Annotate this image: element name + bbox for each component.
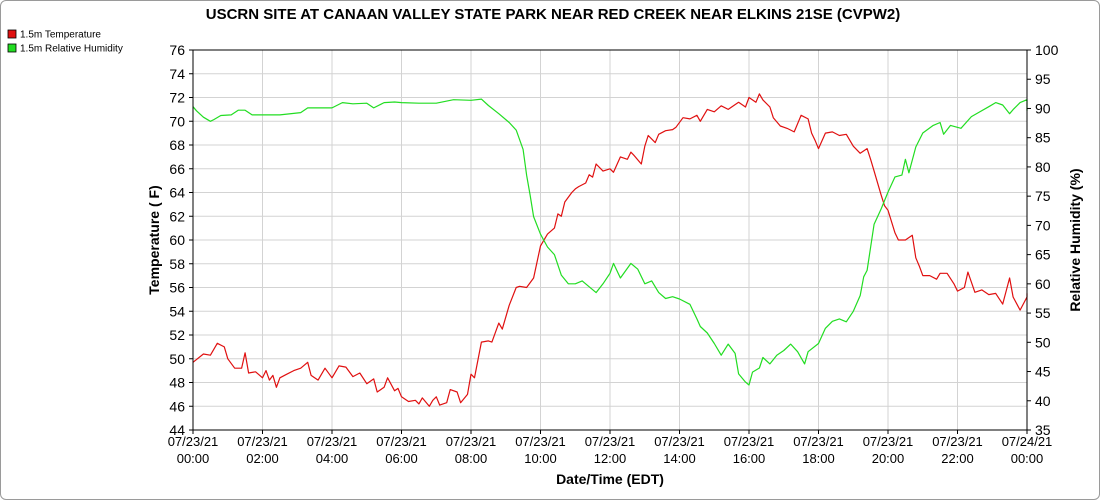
x-tick-label-time: 00:00	[177, 451, 210, 466]
legend-swatch-humidity	[7, 43, 17, 53]
y-tick-label-right: 75	[1035, 188, 1051, 204]
y-tick-label-right: 80	[1035, 159, 1051, 175]
y-tick-label-left: 58	[169, 256, 185, 272]
series-layer	[192, 93, 1028, 407]
x-tick-label-date: 07/23/21	[168, 434, 219, 449]
y-tick-label-left: 72	[169, 90, 185, 106]
y-tick-label-right: 55	[1035, 305, 1051, 321]
x-tick-label-date: 07/23/21	[446, 434, 497, 449]
x-tick-label-time: 18:00	[802, 451, 835, 466]
x-tick-label-time: 16:00	[733, 451, 766, 466]
x-tick-label-time: 04:00	[316, 451, 349, 466]
y-tick-label-right: 65	[1035, 247, 1051, 263]
y-tick-label-left: 60	[169, 232, 185, 248]
legend-label-temperature: 1.5m Temperature	[20, 30, 101, 41]
y-tick-label-left: 46	[169, 398, 185, 414]
x-tick-label-time: 06:00	[385, 451, 418, 466]
x-axis-label: Date/Time (EDT)	[556, 471, 664, 487]
legend-label-humidity: 1.5m Relative Humidity	[20, 44, 123, 55]
y-tick-label-left: 64	[169, 185, 185, 201]
legend-swatch-temperature	[7, 29, 17, 39]
y-tick-label-left: 52	[169, 327, 185, 343]
x-tick-label-date: 07/23/21	[863, 434, 914, 449]
x-tick-label-date: 07/23/21	[237, 434, 288, 449]
y-tick-label-right: 35	[1035, 422, 1051, 438]
y-tick-label-left: 56	[169, 280, 185, 296]
x-tick-label-time: 14:00	[663, 451, 696, 466]
y-tick-label-left: 50	[169, 351, 185, 367]
x-tick-label-date: 07/23/21	[654, 434, 705, 449]
x-tick-label-time: 00:00	[1011, 451, 1044, 466]
y-tick-label-right: 100	[1035, 42, 1059, 58]
y-tick-label-right: 95	[1035, 71, 1051, 87]
legend: 1.5m Temperature 1.5m Relative Humidity	[7, 29, 123, 55]
y-tick-label-left: 44	[169, 422, 185, 438]
x-tick-label-time: 22:00	[941, 451, 974, 466]
y-tick-label-right: 70	[1035, 217, 1051, 233]
y-tick-label-left: 70	[169, 113, 185, 129]
x-tick-label-time: 20:00	[872, 451, 905, 466]
y-tick-label-left: 62	[169, 208, 185, 224]
series-line-temperature	[192, 93, 1028, 407]
y-tick-label-right: 50	[1035, 334, 1051, 350]
y-tick-label-left: 74	[169, 66, 185, 82]
y-tick-label-left: 68	[169, 137, 185, 153]
x-tick-label-date: 07/24/21	[1002, 434, 1053, 449]
x-tick-label-date: 07/23/21	[515, 434, 566, 449]
x-tick-label-date: 07/23/21	[724, 434, 775, 449]
y-tick-label-right: 40	[1035, 393, 1051, 409]
x-tick-label-time: 02:00	[246, 451, 279, 466]
x-tick-label-time: 12:00	[594, 451, 627, 466]
ticks: 44 46 48 50 52 54 56 58 60 62 64 66 68 70 72 74 76 35 40 45…	[168, 42, 1059, 466]
series-line-humidity	[192, 98, 1028, 386]
x-tick-label-date: 07/23/21	[376, 434, 427, 449]
y-tick-label-left: 66	[169, 161, 185, 177]
y-tick-label-right: 60	[1035, 276, 1051, 292]
y-tick-label-right: 85	[1035, 130, 1051, 146]
x-tick-label-time: 08:00	[455, 451, 488, 466]
y-tick-label-left: 54	[169, 303, 185, 319]
x-tick-label-date: 07/23/21	[793, 434, 844, 449]
y-tick-label-left: 76	[169, 42, 185, 58]
x-tick-label-date: 07/23/21	[585, 434, 636, 449]
x-tick-label-date: 07/23/21	[307, 434, 358, 449]
x-tick-label-time: 10:00	[524, 451, 557, 466]
y-tick-label-left: 48	[169, 375, 185, 391]
y-axis-label-right: Relative Humidity (%)	[1067, 168, 1083, 311]
y-axis-label-left: Temperature ( F)	[146, 185, 162, 294]
chart-title: USCRN SITE AT CANAAN VALLEY STATE PARK N…	[206, 6, 901, 23]
y-tick-label-right: 90	[1035, 100, 1051, 116]
y-tick-label-right: 45	[1035, 364, 1051, 380]
x-tick-label-date: 07/23/21	[932, 434, 983, 449]
